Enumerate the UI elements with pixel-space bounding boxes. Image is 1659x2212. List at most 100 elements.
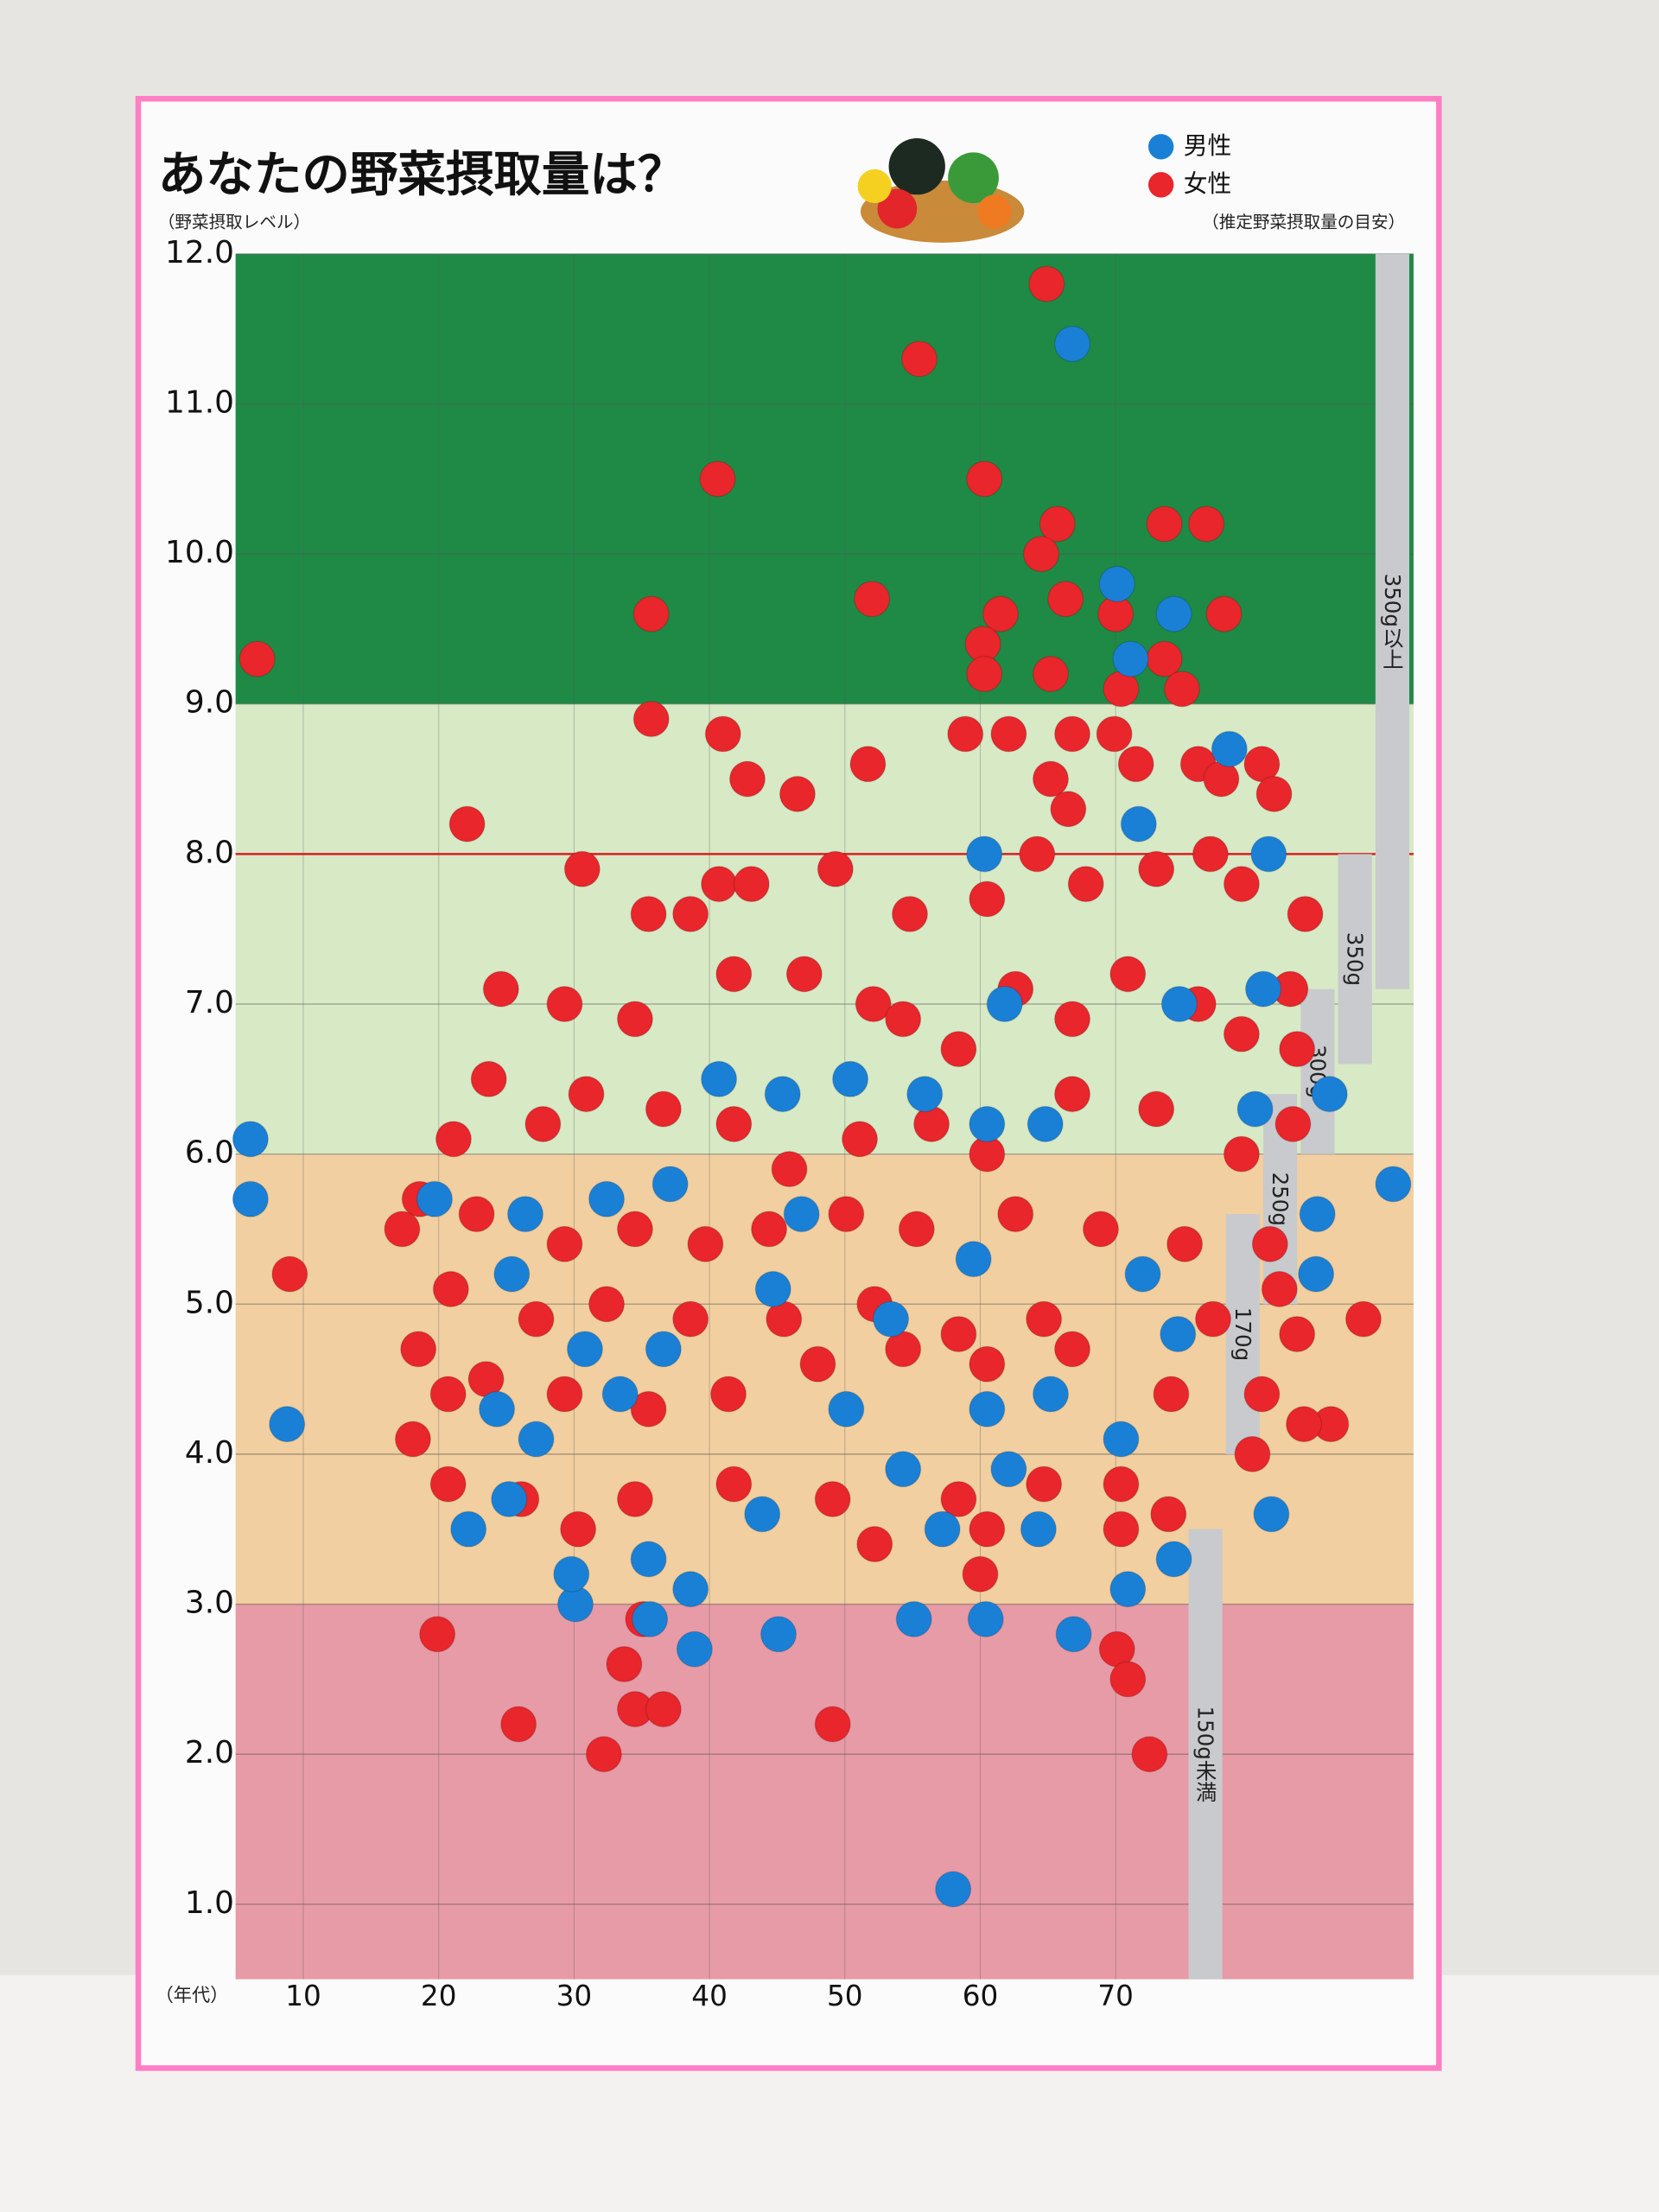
dot [652,1166,689,1203]
dot [238,640,276,677]
dot [384,1211,421,1248]
dot [601,1376,639,1413]
dot [232,1180,269,1217]
x-tick-label: 20 [421,1980,457,2012]
dot [1285,1406,1323,1443]
dot [940,1315,977,1353]
legend-label: 男性 [1184,131,1232,160]
dot [966,655,1003,693]
dot [1109,1571,1147,1608]
y-tick-label: 5.0 [185,1285,234,1320]
dot [1251,1225,1288,1262]
guide-label: 170g [1230,1307,1255,1361]
dot [1050,791,1087,828]
legend-marker [1147,134,1174,160]
guide-label: 250g [1268,1173,1293,1226]
dot [814,1706,851,1743]
dot [566,1331,603,1368]
guide-bar [1188,1529,1223,1980]
y-tick-label: 3.0 [185,1586,234,1621]
dot [1236,1090,1274,1128]
dot [479,1390,516,1427]
dot [1055,1616,1092,1653]
guide-bar [1375,253,1410,989]
guide-bar [1225,1214,1260,1454]
level-band [235,253,1414,704]
dot [828,1390,865,1427]
vegetable-illustration [857,138,1025,243]
dot [1020,1510,1057,1548]
dot [518,1300,555,1338]
dot [1053,1331,1091,1368]
level-band [235,1604,1414,1980]
dot [630,1541,667,1578]
dot [1166,1225,1204,1262]
dot [935,1871,972,1908]
dot [1146,640,1183,677]
dot [1109,1661,1147,1698]
dot [1253,1496,1290,1533]
dot [616,1480,653,1518]
dot [632,595,670,632]
dot [1192,836,1229,873]
dot [1274,1105,1312,1142]
dot [1223,1135,1260,1173]
dot [854,581,891,618]
dot [924,1510,961,1548]
dot [764,1076,801,1113]
dot [966,461,1003,498]
dot [506,1196,544,1233]
dot [1279,1315,1316,1353]
dot [701,1060,738,1097]
y-tick-label: 4.0 [185,1435,234,1471]
dot [606,1645,643,1683]
dot [500,1706,537,1743]
dot [990,1451,1027,1488]
dot [1194,1300,1232,1338]
dot [1103,1465,1140,1503]
dot [672,1300,709,1338]
dot [435,1121,472,1158]
dot [982,595,1020,632]
dot [1138,850,1175,887]
dot [817,850,854,887]
dot [1109,956,1147,993]
dot [1053,325,1091,363]
dot [400,1331,437,1368]
dot [518,1421,555,1458]
dot [1026,1300,1063,1338]
dot [470,1060,507,1097]
dot [771,1150,808,1188]
dot [560,1510,597,1548]
dot [955,1241,992,1278]
dot [432,1270,469,1307]
dot [891,895,929,932]
dot [967,1600,1004,1637]
dot [419,1616,456,1653]
dot [616,1211,653,1248]
dot [733,866,770,903]
dot [1211,730,1248,767]
dot [1138,1090,1175,1128]
dot [814,1480,851,1518]
y-tick-label: 6.0 [185,1135,234,1171]
dot [906,1076,944,1113]
dot [1026,1465,1063,1503]
dot [1096,715,1133,753]
dot [1155,1541,1192,1578]
dot [1243,1376,1281,1413]
guide-label: 150g未満 [1193,1707,1218,1802]
dot [632,1600,669,1637]
dot [900,340,938,378]
dot [394,1421,431,1458]
x-axis-label: （年代） [156,1985,229,2006]
legend-label: 女性 [1184,169,1232,198]
dot [687,1225,724,1262]
dot [898,1211,935,1248]
dot [1250,836,1287,873]
dot [715,1105,753,1142]
dot [940,1480,977,1518]
legend-marker [1147,172,1174,198]
dot [630,895,667,932]
dot [1223,866,1260,903]
